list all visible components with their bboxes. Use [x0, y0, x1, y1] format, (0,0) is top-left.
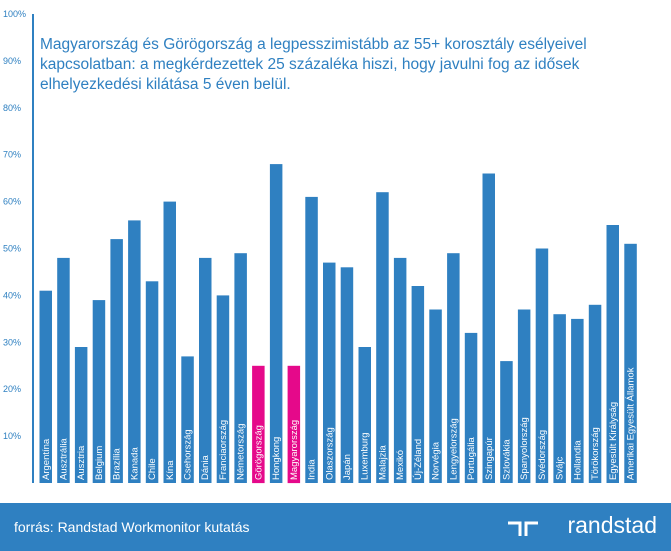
category-label: Spanyolország: [519, 417, 530, 480]
category-label: Chile: [147, 458, 158, 480]
category-label: Egyesült Királyság: [608, 402, 619, 480]
category-label: Brazília: [112, 448, 123, 480]
chart-title: Magyarország és Görögország a legpesszim…: [40, 36, 587, 93]
bar: [571, 318, 584, 483]
bar: [92, 300, 106, 483]
category-label: Új-Zéland: [413, 439, 424, 480]
bar: [606, 225, 619, 483]
bar: [429, 309, 442, 483]
category-label: Ausztrália: [59, 438, 70, 480]
category-label: Hollandia: [572, 440, 583, 480]
bar: [535, 248, 549, 483]
category-label: Franciaország: [218, 420, 229, 480]
bar: [464, 332, 478, 483]
bar: [199, 257, 212, 483]
category-label: Hongkong: [271, 437, 282, 480]
source-note: forrás: Randstad Workmonitor kutatás: [14, 519, 250, 535]
bar: [269, 164, 283, 483]
bar: [500, 361, 513, 483]
category-label: Lengyelország: [448, 418, 459, 480]
category-labels: Argentína Ausztrália Ausztria Belgium Brazíl…: [41, 367, 637, 480]
randstad-logo-icon: [508, 521, 538, 536]
bar: [517, 309, 531, 483]
y-axis-ticks: 10% 20% 30% 40% 50% 60% 70% 80% 90% 100%: [3, 9, 26, 441]
category-label: Svájc: [555, 457, 566, 480]
category-label: Magyarország: [289, 420, 300, 480]
bar: [305, 196, 318, 483]
category-label: Szingapúr: [484, 437, 495, 480]
bar: [234, 253, 247, 483]
category-label: Görögország: [253, 425, 264, 480]
bar: [553, 314, 566, 483]
category-label: Dánia: [200, 454, 211, 480]
y-tick-label: 70%: [3, 150, 21, 160]
bar: [110, 239, 123, 483]
footer-bar: forrás: Randstad Workmonitor kutatás ran…: [0, 503, 671, 551]
y-tick-label: 30%: [3, 337, 21, 347]
bar: [588, 304, 602, 483]
y-tick-label: 100%: [3, 9, 26, 19]
y-tick-label: 50%: [3, 244, 21, 254]
bar: [447, 253, 460, 483]
y-tick-label: 80%: [3, 103, 21, 113]
bar: [57, 257, 70, 483]
bar: [358, 347, 371, 483]
y-tick-label: 40%: [3, 290, 21, 300]
bar: [393, 257, 407, 483]
y-tick-label: 20%: [3, 384, 21, 394]
bar: [340, 267, 354, 483]
category-label: Argentína: [41, 438, 52, 480]
category-label: Ausztria: [76, 445, 87, 480]
category-label: Németország: [236, 424, 247, 481]
category-label: Luxemburg: [360, 432, 371, 480]
category-label: Csehország: [183, 429, 194, 480]
y-tick-label: 90%: [3, 56, 21, 66]
category-label: Szlovákia: [502, 439, 513, 480]
category-label: Amerikai Egyesült Államok: [626, 367, 637, 480]
bar: [252, 365, 265, 484]
bar-chart: 10% 20% 30% 40% 50% 60% 70% 80% 90% 100% Argentín…: [3, 9, 637, 484]
bars: [39, 164, 637, 484]
category-label: Kanada: [129, 447, 140, 480]
bar: [287, 365, 301, 484]
bar: [624, 243, 637, 483]
category-label: Malajzia: [377, 444, 388, 480]
brand-name: randstad: [567, 512, 657, 538]
category-label: Japán: [342, 454, 353, 480]
bar: [411, 286, 425, 483]
bar: [216, 295, 230, 483]
bar: [376, 192, 389, 483]
bar: [74, 347, 88, 483]
category-label: Belgium: [94, 446, 105, 480]
bar: [482, 173, 495, 483]
bar: [39, 290, 52, 483]
bar: [181, 356, 194, 483]
bar: [323, 262, 336, 483]
category-label: Portugália: [466, 437, 477, 480]
y-tick-label: 10%: [3, 431, 21, 441]
bar: [145, 281, 159, 483]
bar: [163, 201, 176, 483]
category-label: Olaszország: [324, 427, 335, 480]
y-tick-label: 60%: [3, 197, 21, 207]
category-label: Törökország: [590, 427, 601, 480]
category-label: Norvégia: [431, 441, 442, 480]
category-label: Mexikó: [395, 450, 406, 480]
category-label: Kína: [165, 460, 176, 480]
category-label: India: [307, 459, 318, 480]
bar: [128, 220, 141, 483]
category-label: Svédország: [537, 430, 548, 480]
